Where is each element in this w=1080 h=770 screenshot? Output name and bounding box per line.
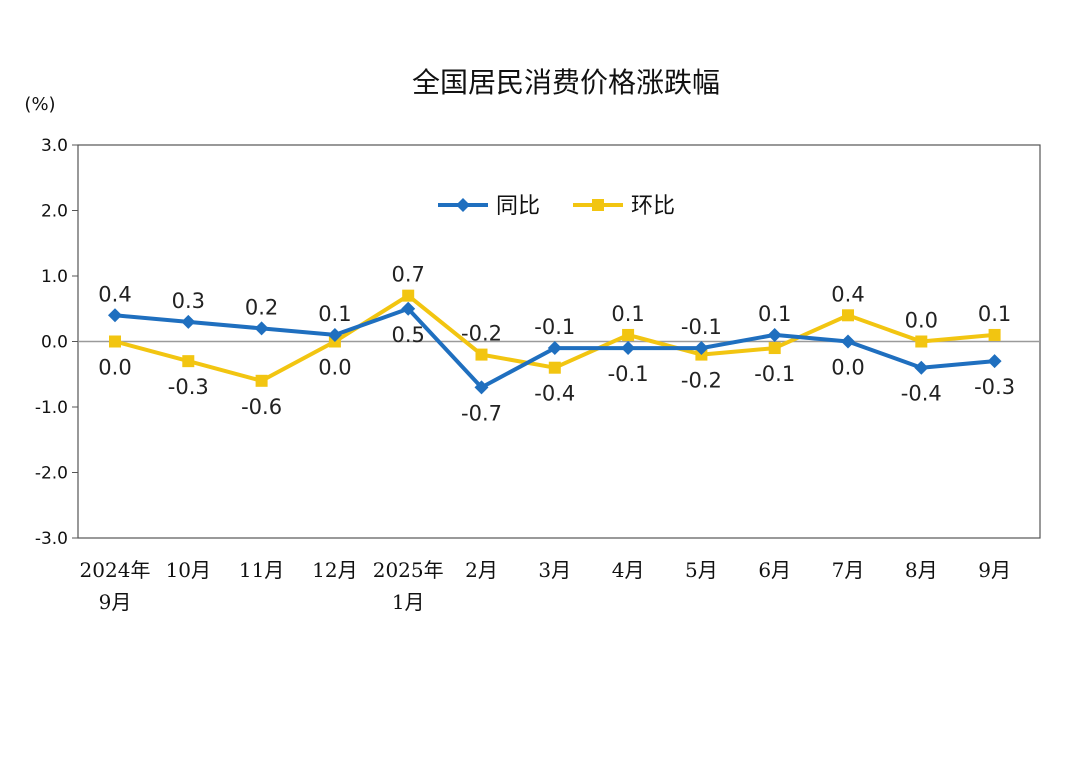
data-point-mom (475, 348, 488, 361)
data-label-yoy: 0.3 (172, 289, 205, 313)
x-tick-label: 6月 (758, 558, 791, 582)
data-point-mom (842, 309, 854, 322)
data-labels: 0.4 0.3 0.2 0.1 0.5 -0.7 -0.1 -0.1 -0.1 0.1 0.0 -0.… (98, 263, 1015, 426)
data-point-mom (622, 328, 635, 341)
y-tick-label: -1.0 (35, 398, 68, 418)
data-label-mom: -0.6 (241, 395, 282, 419)
x-tick-label: 9月 (978, 558, 1011, 582)
x-tick-label: 11月 (239, 558, 284, 582)
x-tick-label: 4月 (612, 558, 645, 582)
x-tick-label: 3月 (538, 558, 571, 582)
x-tick-label: 1月 (392, 590, 425, 614)
data-label-yoy: 0.4 (98, 282, 131, 306)
legend-label: 同比 (496, 194, 540, 219)
y-tick-label: 2.0 (41, 202, 68, 222)
data-point-yoy (841, 334, 855, 349)
legend-label: 环比 (631, 194, 675, 219)
y-tick-label: 1.0 (41, 267, 68, 287)
x-tick-label: 7月 (832, 558, 865, 582)
data-label-mom: 0.0 (905, 309, 938, 333)
series-group (108, 289, 1002, 395)
data-point-mom (548, 361, 561, 374)
chart-legend: 同比 环比 (438, 194, 675, 219)
data-label-yoy: -0.1 (534, 315, 575, 339)
data-point-mom (988, 328, 1001, 341)
x-tick-label: 2月 (465, 558, 498, 582)
data-label-mom: 0.1 (978, 302, 1011, 326)
data-label-yoy: 0.1 (758, 302, 791, 326)
data-point-mom (182, 355, 195, 368)
data-point-yoy (181, 314, 196, 329)
data-point-yoy (108, 308, 122, 323)
data-label-yoy: 0.2 (245, 295, 278, 319)
x-tick-label: 9月 (99, 590, 132, 614)
data-point-yoy (474, 380, 489, 395)
x-tick-label: 8月 (905, 558, 938, 582)
x-tick-label: 10月 (166, 558, 211, 582)
data-label-mom: 0.1 (611, 302, 644, 326)
data-point-yoy (987, 354, 1002, 369)
y-axis-unit-label: (%) (24, 94, 55, 115)
data-label-yoy: 0.0 (831, 356, 864, 380)
data-label-yoy: -0.3 (974, 375, 1015, 399)
y-tick-label: -2.0 (35, 464, 68, 484)
data-point-mom (255, 374, 268, 387)
data-label-mom: 0.0 (98, 356, 131, 380)
data-point-mom (402, 289, 415, 302)
data-label-mom: -0.4 (534, 382, 575, 406)
x-axis-ticks: 2024年 9月 10月 11月 12月 2025年 1月 2月 3月 4月 5月 6月 7月 8月 9月 (80, 558, 1011, 614)
data-label-yoy: -0.1 (681, 315, 722, 339)
data-label-mom: -0.2 (461, 322, 502, 346)
data-label-mom: -0.2 (681, 369, 722, 393)
x-tick-label: 12月 (312, 558, 357, 582)
data-point-yoy (401, 301, 416, 316)
data-label-yoy: 0.5 (391, 323, 424, 347)
data-point-yoy (767, 327, 782, 342)
x-tick-label: 5月 (685, 558, 718, 582)
legend-marker-square (592, 199, 604, 211)
data-label-yoy: -0.7 (461, 401, 502, 425)
data-point-yoy (547, 341, 562, 356)
data-point-yoy (254, 321, 269, 336)
data-point-yoy (694, 341, 709, 356)
data-label-yoy: -0.1 (608, 362, 649, 386)
chart-title: 全国居民消费价格涨跌幅 (412, 66, 720, 99)
data-label-yoy: 0.1 (318, 302, 351, 326)
legend-marker-diamond (456, 198, 470, 212)
y-tick-label: 0.0 (41, 333, 68, 353)
data-label-mom: 0.7 (391, 263, 424, 287)
data-label-mom: -0.3 (168, 375, 209, 399)
data-point-yoy (621, 341, 636, 356)
data-point-yoy (327, 327, 342, 342)
x-tick-label: 2024年 (80, 558, 151, 582)
y-tick-label: -3.0 (35, 529, 68, 549)
x-tick-label: 2025年 (373, 558, 444, 582)
data-label-mom: 0.4 (831, 282, 864, 306)
data-label-mom: 0.0 (318, 356, 351, 380)
data-point-mom (109, 335, 121, 348)
data-point-mom (768, 342, 781, 355)
y-axis-ticks: 3.0 2.0 1.0 0.0 -1.0 -2.0 -3.0 (35, 136, 78, 549)
data-point-yoy (914, 360, 929, 375)
y-tick-label: 3.0 (41, 136, 68, 156)
data-label-yoy: -0.4 (901, 382, 942, 406)
data-label-mom: -0.1 (754, 362, 795, 386)
data-point-mom (915, 335, 928, 348)
